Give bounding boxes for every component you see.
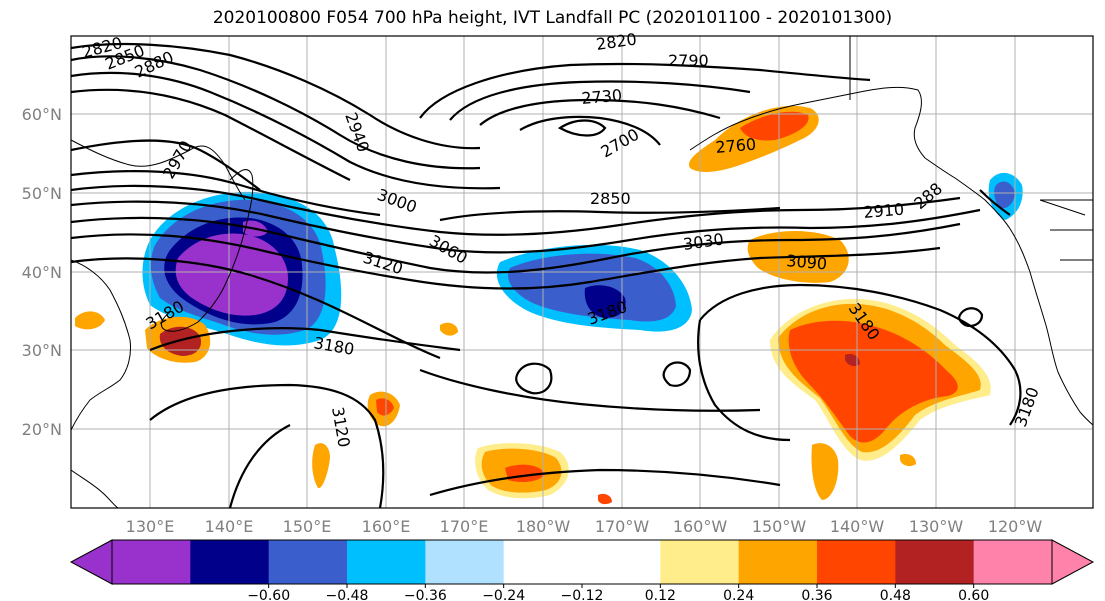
colorbar-segment (895, 540, 975, 584)
ivt-negative-region-midpacific (496, 244, 692, 332)
colorbar-tick-label: −0.48 (326, 588, 369, 601)
lon-label: 150°W (752, 517, 807, 536)
colorbar-tick-label: −0.12 (561, 588, 604, 601)
map-title: 2020100800 F054 700 hPa height, IVT Land… (212, 8, 893, 28)
lon-label: 130°E (126, 517, 175, 536)
contour-label: 2850 (590, 189, 631, 208)
height-contours (71, 42, 1022, 508)
lon-label: 140°E (205, 517, 254, 536)
colorbar-tick-label: −0.60 (247, 588, 290, 601)
ivt-positive-region-subtropics (312, 322, 916, 505)
colorbar-tick-label: 0.36 (801, 588, 832, 601)
colorbar-segment (582, 540, 661, 584)
colorbar-segment (190, 540, 270, 584)
lat-label: 40°N (22, 263, 62, 282)
lat-label: 30°N (22, 341, 62, 360)
ivt-negative-region-northwest (988, 172, 1023, 220)
colorbar-segment (660, 540, 740, 584)
colorbar-ticks: −0.60 −0.48 −0.36 −0.24 −0.12 0.12 0.24 0.36 0.4… (247, 584, 989, 601)
colorbar-segment (503, 540, 583, 584)
ivt-negative-region-japan (142, 191, 342, 346)
colorbar-extend-high (1051, 539, 1095, 585)
contour-label: 3090 (786, 251, 828, 273)
colorbar-tick-label: 0.24 (723, 588, 754, 601)
map-border (70, 35, 1094, 509)
coastlines (71, 36, 1093, 508)
colorbar-tick-label: −0.24 (482, 588, 525, 601)
lon-label: 170°E (440, 517, 489, 536)
lon-label: 140°W (830, 517, 885, 536)
colorbar-tick-label: 0.60 (958, 588, 989, 601)
colorbar-tick-label: 0.12 (645, 588, 676, 601)
colorbar-segments (69, 539, 1095, 585)
lon-label: 160°E (362, 517, 411, 536)
contour-label: 2730 (581, 86, 623, 108)
latitude-labels: 60°N 50°N 40°N 30°N 20°N (22, 105, 62, 439)
ivt-positive-region-alaska (689, 105, 819, 172)
colorbar-segment (738, 540, 818, 584)
lon-label: 130°W (909, 517, 964, 536)
colorbar-extend-low (69, 539, 113, 585)
colorbar-segment (347, 540, 426, 584)
colorbar-segment (973, 540, 1053, 584)
contour-label: 2760 (715, 135, 757, 157)
lon-label: 120°W (988, 517, 1043, 536)
colorbar-tick-label: −0.36 (404, 588, 447, 601)
colorbar-segment (817, 540, 896, 584)
lat-label: 50°N (22, 184, 62, 203)
lon-label: 180°W (516, 517, 571, 536)
lon-label: 160°W (673, 517, 728, 536)
lon-label: 150°E (283, 517, 332, 536)
colorbar-segment (112, 540, 191, 584)
contour-label: 2910 (863, 200, 905, 222)
contour-label: 2790 (668, 51, 709, 70)
lat-label: 60°N (22, 105, 62, 124)
longitude-labels: 130°E 140°E 150°E 160°E 170°E 180°W 170°… (126, 517, 1043, 536)
lon-label: 170°W (595, 517, 650, 536)
lat-label: 20°N (22, 420, 62, 439)
colorbar: −0.60 −0.48 −0.36 −0.24 −0.12 0.12 0.24 0.36 0.4… (69, 539, 1095, 601)
colorbar-tick-label: 0.48 (880, 588, 911, 601)
colorbar-segment (425, 540, 505, 584)
colorbar-segment (268, 540, 348, 584)
